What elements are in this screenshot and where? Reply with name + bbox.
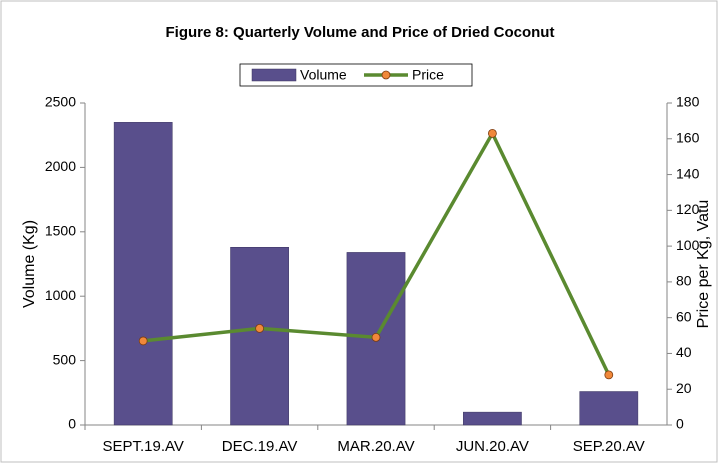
y-tick-label: 0: [68, 416, 76, 432]
marker: [487, 129, 497, 138]
x-tick-label: JUN.20.AV: [456, 438, 529, 455]
x-tick-label: DEC.19.AV: [222, 438, 298, 455]
bar: [463, 411, 522, 426]
y-tick-label: 500: [53, 351, 77, 367]
chart-title: Figure 8: Quarterly Volume and Price of …: [166, 24, 555, 41]
bar: [113, 122, 173, 426]
marker: [371, 332, 381, 342]
legend-label: Volume: [300, 67, 347, 83]
y2-tick-label: 180: [676, 94, 700, 110]
bar: [230, 247, 289, 426]
marker: [604, 370, 614, 380]
y2-tick-label: 140: [676, 165, 700, 181]
legend-swatch: [251, 68, 297, 82]
x-tick-label: MAR.20.AV: [337, 438, 414, 455]
y2-tick-label: 80: [676, 273, 692, 289]
y2-tick-label: 120: [676, 201, 700, 217]
x-tick-label: SEP.20.AV: [573, 438, 645, 455]
y2-tick-label: 60: [676, 308, 692, 324]
y2-axis-label: Price per Kg, Vatu: [695, 200, 712, 329]
bar: [579, 391, 639, 426]
y-tick-label: 2000: [45, 158, 76, 174]
legend-box: [239, 63, 473, 87]
marker: [138, 336, 148, 346]
y2-tick-label: 160: [676, 129, 700, 145]
x-tick-label: SEPT.19.AV: [102, 438, 183, 455]
y-tick-label: 2500: [45, 94, 76, 110]
marker: [255, 323, 265, 333]
legend-marker: [381, 70, 391, 80]
y2-tick-label: 20: [676, 380, 692, 396]
y-tick-label: 1000: [45, 287, 76, 303]
legend-label: Price: [412, 67, 444, 83]
y-tick-label: 1500: [45, 223, 76, 239]
y2-tick-label: 0: [676, 416, 684, 432]
y-axis-label: Volume (Kg): [21, 220, 38, 308]
y2-tick-label: 100: [676, 237, 700, 253]
y2-tick-label: 40: [676, 344, 692, 360]
